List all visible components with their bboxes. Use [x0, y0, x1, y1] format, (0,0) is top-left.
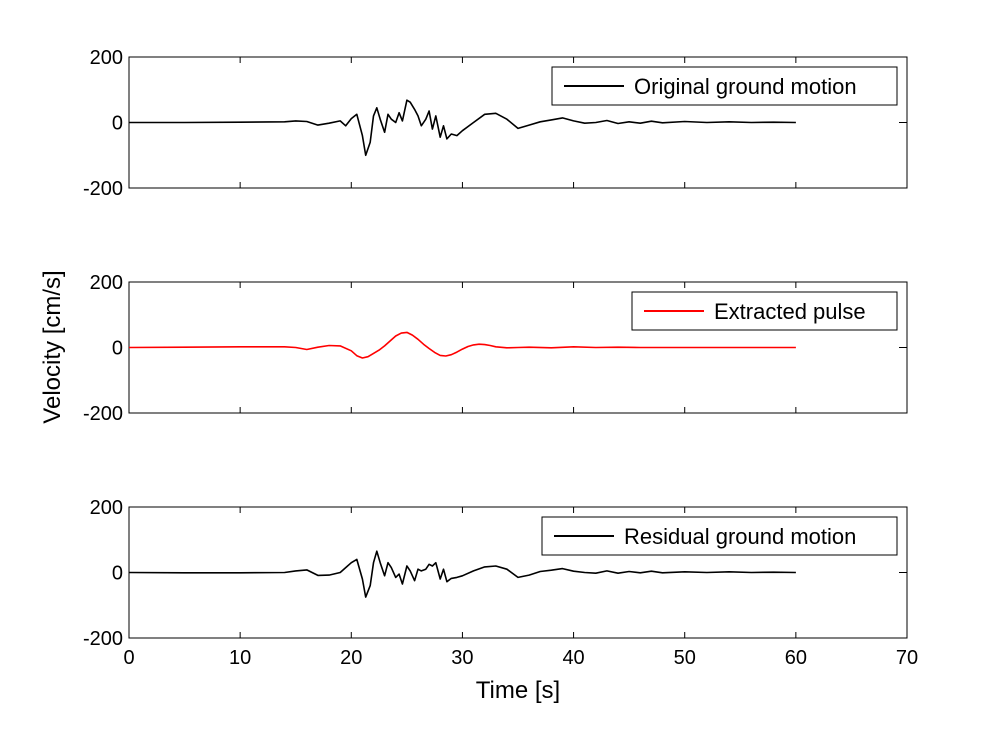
x-tick-label: 60 — [785, 647, 807, 669]
legend-label: Original ground motion — [634, 74, 857, 99]
legend: Extracted pulse — [631, 291, 898, 331]
y-tick-label: -200 — [83, 403, 123, 425]
y-tick-label: 200 — [90, 497, 123, 519]
legend: Original ground motion — [551, 66, 898, 106]
x-tick-label: 70 — [896, 647, 918, 669]
y-tick-label: 0 — [112, 338, 123, 360]
series-line — [128, 550, 796, 598]
x-tick-label: 40 — [562, 647, 584, 669]
subplot-2: -200 0 200 Extracted pulse — [83, 272, 908, 425]
legend-label: Residual ground motion — [624, 524, 856, 549]
subplot-1: -200 0 200 Original ground motion — [83, 47, 908, 200]
y-axis-label: Velocity [cm/s] — [39, 270, 66, 423]
y-tick-label: -200 — [83, 178, 123, 200]
x-axis-label: Time [s] — [476, 677, 560, 704]
x-tick-label: 30 — [451, 647, 473, 669]
x-tick-label: 10 — [229, 647, 251, 669]
x-tick-label: 50 — [674, 647, 696, 669]
y-tick-label: 0 — [112, 563, 123, 585]
series-line — [129, 99, 796, 157]
y-tick-label: -200 — [83, 628, 123, 650]
x-tick-label: 0 — [123, 647, 134, 669]
y-tick-label: 200 — [90, 47, 123, 69]
y-tick-label: 0 — [112, 113, 123, 135]
legend: Residual ground motion — [541, 516, 898, 556]
x-tick-label: 20 — [340, 647, 362, 669]
y-tick-label: 200 — [90, 272, 123, 294]
series-line — [128, 331, 796, 359]
legend-label: Extracted pulse — [714, 299, 866, 324]
